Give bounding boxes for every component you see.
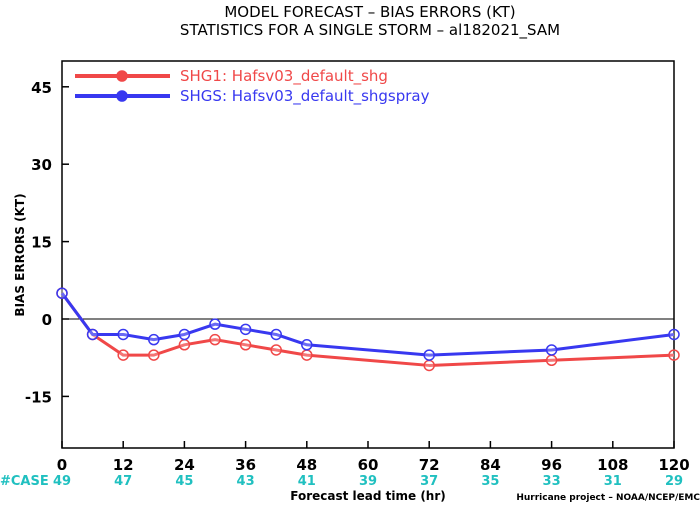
series-point-shg1 [423,359,435,372]
x-tick-label: 48 [296,456,317,474]
y-tick-label: 45 [31,79,52,97]
series-point-shgs [668,328,680,341]
series-point-shg1 [209,333,221,346]
case-count: 43 [237,474,255,489]
y-tick-label: 0 [42,311,52,329]
series-point-shg1 [239,339,252,351]
case-count: 37 [420,474,438,489]
series-point-shgs [545,344,558,356]
x-axis-label: Forecast lead time (hr) [290,489,446,503]
series-line-shg1 [60,292,675,367]
series-point-shg1 [301,349,313,361]
series-point-shg1 [545,354,558,367]
series-point-shg1 [148,349,160,361]
x-axis-ticks: 0 12 24 36 48 60 72 84 96 108 120 [57,441,690,474]
x-tick-label: 120 [658,456,689,474]
series-point-shgs [178,328,191,341]
x-tick-label: 0 [57,456,67,474]
credit-text: Hurricane project – NOAA/NCEP/EMC [516,493,700,503]
series-point-shg1 [178,339,191,351]
series-point-shgs [86,328,99,341]
series-point-shg1 [117,349,129,361]
series-point-shgs [301,339,313,351]
series-point-shg1 [668,349,680,361]
y-tick-label: 15 [31,234,52,252]
x-tick-label: 96 [541,456,562,474]
case-count: 47 [114,474,132,489]
series-layer [56,287,680,372]
x-tick-label: 60 [358,456,379,474]
chart-subtitle: STATISTICS FOR A SINGLE STORM – al182021… [180,21,560,40]
series-point-shgs [117,328,129,341]
y-tick-label: -15 [25,388,52,406]
case-count: 41 [298,474,316,489]
series-point-shgs [56,287,68,299]
x-tick-label: 36 [235,456,256,474]
legend-marker-shg1 [116,70,128,82]
y-axis-ticks: 45 30 15 0 -15 [25,79,69,406]
case-count: 31 [604,474,622,489]
y-tick-label: 30 [31,156,52,174]
chart-title: MODEL FORECAST – BIAS ERRORS (KT) [224,3,515,21]
y-axis-label: BIAS ERRORS (KT) [13,193,27,316]
case-count: 49 [53,474,71,489]
case-counts: 49 47 45 43 41 39 37 35 33 31 29 [53,474,683,489]
series-point-shgs [239,323,252,336]
series-point-shgs [270,328,282,341]
series-line-shgs [60,292,675,357]
x-tick-label: 24 [174,456,195,474]
legend: SHG1: Hafsv03_default_shg SHGS: Hafsv03_… [75,67,430,106]
case-count: 29 [665,474,683,489]
case-count: 35 [481,474,499,489]
series-point-shgs [209,318,221,330]
series-point-shgs [423,349,435,361]
x-tick-label: 108 [597,456,628,474]
legend-marker-shgs [116,90,128,102]
series-point-shgs [148,333,160,346]
series-point-shg1 [270,344,282,356]
case-count: 39 [359,474,377,489]
x-tick-label: 12 [113,456,134,474]
legend-label-shgs: SHGS: Hafsv03_default_shgspray [180,87,430,106]
case-label: #CASE [0,474,49,489]
plot-area [61,60,675,449]
case-count: 33 [543,474,561,489]
case-count: 45 [175,474,193,489]
legend-label-shg1: SHG1: Hafsv03_default_shg [180,67,388,86]
x-tick-label: 72 [419,456,440,474]
x-tick-label: 84 [480,456,501,474]
